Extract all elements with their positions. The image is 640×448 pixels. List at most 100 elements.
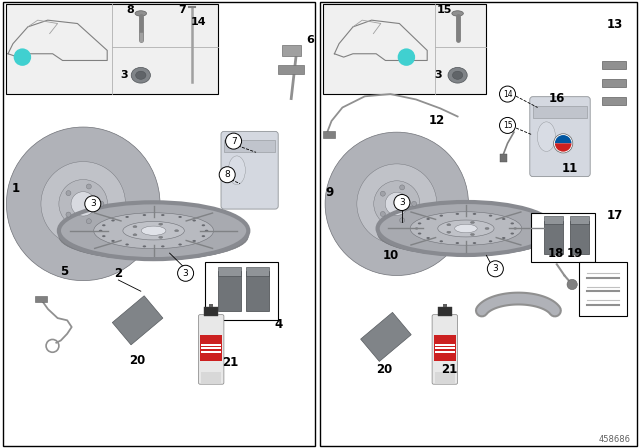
Ellipse shape <box>426 237 430 239</box>
Ellipse shape <box>111 240 115 242</box>
Circle shape <box>86 219 92 224</box>
Circle shape <box>357 164 436 244</box>
Text: 8: 8 <box>225 170 230 179</box>
Bar <box>282 45 301 56</box>
Text: 5: 5 <box>60 264 68 278</box>
Text: 21: 21 <box>441 363 458 376</box>
Text: 12: 12 <box>428 114 445 128</box>
Circle shape <box>380 191 385 196</box>
Bar <box>218 267 241 276</box>
Circle shape <box>488 261 504 277</box>
Text: 17: 17 <box>606 208 623 222</box>
Bar <box>246 267 269 276</box>
Text: 458686: 458686 <box>598 435 630 444</box>
Bar <box>201 344 221 346</box>
Ellipse shape <box>410 212 522 245</box>
Circle shape <box>380 211 385 216</box>
Ellipse shape <box>133 234 137 236</box>
Ellipse shape <box>133 226 137 228</box>
Circle shape <box>412 201 417 207</box>
Circle shape <box>500 117 516 134</box>
Text: 14: 14 <box>191 17 206 27</box>
Text: 3: 3 <box>120 70 128 80</box>
Bar <box>435 372 455 383</box>
Bar <box>201 372 221 383</box>
Ellipse shape <box>452 11 463 16</box>
Ellipse shape <box>502 237 506 239</box>
Circle shape <box>86 184 92 189</box>
Ellipse shape <box>161 214 164 216</box>
Bar <box>570 221 589 254</box>
Ellipse shape <box>93 213 214 249</box>
Bar <box>112 296 163 345</box>
Ellipse shape <box>415 228 419 229</box>
Bar <box>224 140 275 152</box>
Circle shape <box>500 86 516 102</box>
Ellipse shape <box>538 122 556 151</box>
Bar <box>201 347 221 349</box>
Bar <box>435 344 455 346</box>
Text: 11: 11 <box>561 161 578 175</box>
Circle shape <box>226 133 242 149</box>
Ellipse shape <box>143 214 146 216</box>
Ellipse shape <box>179 243 182 246</box>
Text: 3: 3 <box>183 269 188 278</box>
Circle shape <box>394 194 410 211</box>
Bar <box>320 2 637 446</box>
Ellipse shape <box>102 235 106 237</box>
Ellipse shape <box>125 216 129 218</box>
Ellipse shape <box>193 220 196 221</box>
Bar <box>246 271 269 311</box>
Bar <box>323 131 335 138</box>
Bar <box>205 262 278 320</box>
Circle shape <box>59 180 108 228</box>
Ellipse shape <box>448 68 467 83</box>
Ellipse shape <box>456 213 459 215</box>
Bar <box>360 312 412 362</box>
Wedge shape <box>555 143 572 152</box>
Bar <box>35 296 47 302</box>
Ellipse shape <box>440 215 443 217</box>
Circle shape <box>178 265 193 281</box>
Bar <box>544 221 563 254</box>
Text: 2: 2 <box>115 267 122 280</box>
Bar <box>602 79 626 87</box>
Text: 7: 7 <box>179 5 186 15</box>
Wedge shape <box>555 135 572 143</box>
Ellipse shape <box>59 202 248 259</box>
Ellipse shape <box>511 222 514 224</box>
FancyBboxPatch shape <box>432 314 458 384</box>
Text: 3: 3 <box>493 264 498 273</box>
Ellipse shape <box>141 226 166 235</box>
Ellipse shape <box>418 233 421 235</box>
Circle shape <box>385 192 408 215</box>
Ellipse shape <box>228 156 245 185</box>
Circle shape <box>397 48 415 66</box>
Ellipse shape <box>135 11 147 16</box>
Text: 9: 9 <box>326 186 333 199</box>
Circle shape <box>219 167 236 183</box>
Bar <box>6 4 218 94</box>
Text: 3: 3 <box>399 198 404 207</box>
FancyBboxPatch shape <box>530 97 590 177</box>
Ellipse shape <box>161 246 164 247</box>
Text: 20: 20 <box>376 363 392 376</box>
Bar <box>435 347 455 349</box>
Text: 14: 14 <box>502 90 513 99</box>
Text: 13: 13 <box>606 18 623 31</box>
Circle shape <box>66 212 71 217</box>
Text: 8: 8 <box>127 5 134 15</box>
Bar <box>532 106 588 118</box>
Bar <box>579 262 627 316</box>
Ellipse shape <box>511 233 514 235</box>
Ellipse shape <box>143 246 146 247</box>
Ellipse shape <box>202 235 205 237</box>
Ellipse shape <box>179 216 182 218</box>
Ellipse shape <box>438 220 494 237</box>
Text: 1: 1 <box>12 181 20 195</box>
Ellipse shape <box>175 230 179 232</box>
Bar <box>218 271 241 311</box>
Ellipse shape <box>473 242 476 244</box>
Text: 3: 3 <box>90 199 95 208</box>
Text: 21: 21 <box>222 356 239 370</box>
